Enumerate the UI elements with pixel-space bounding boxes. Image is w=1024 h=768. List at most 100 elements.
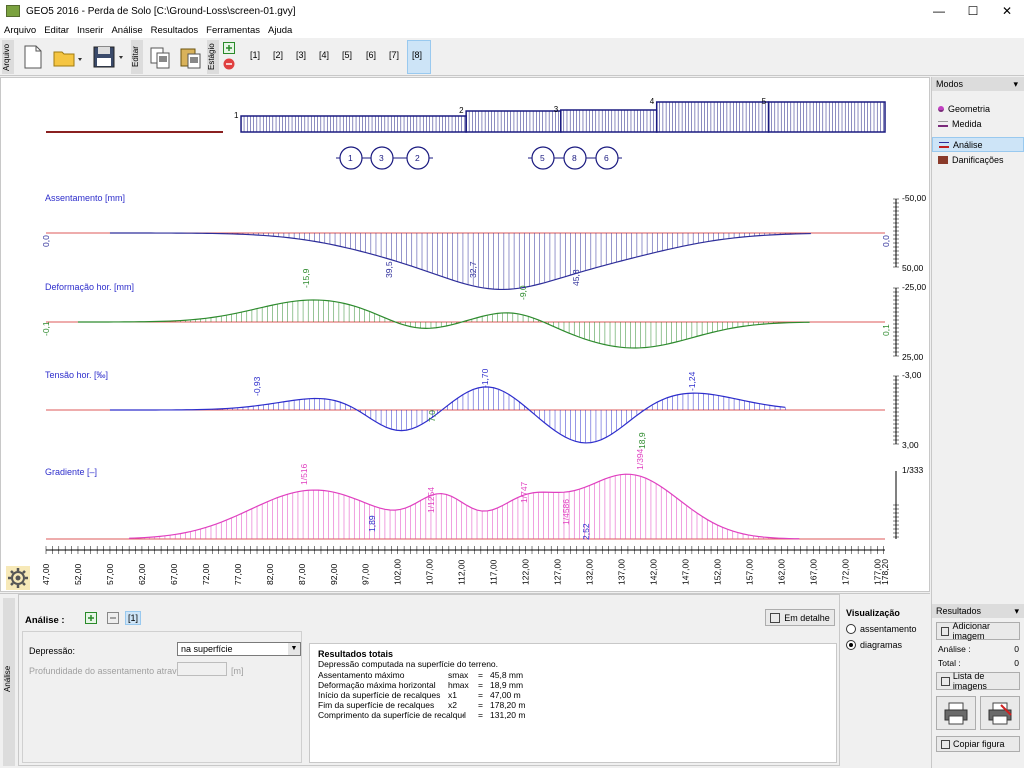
maximize-button[interactable]: ☐ (967, 4, 979, 18)
image-list-button[interactable]: Lista de imagens (936, 671, 1020, 691)
x-axis-tick-label: 167,00 (808, 559, 818, 585)
depression-select[interactable]: na superfície ▼ (177, 642, 301, 656)
menu-resultados[interactable]: Resultados (150, 24, 199, 36)
x-axis-tick-label: 52,00 (73, 563, 83, 585)
stage-2-button[interactable]: [2] (273, 50, 284, 60)
chart-curve (77, 299, 810, 349)
add-stage-icon[interactable] (223, 42, 235, 54)
totals-title: Resultados totais (318, 649, 394, 659)
stage-3-button[interactable]: [3] (296, 50, 307, 60)
detail-icon (770, 612, 781, 623)
window-title: GEO5 2016 - Perda de Solo [C:\Ground-Los… (26, 5, 296, 17)
radio-diagrams[interactable]: diagramas (846, 640, 930, 650)
x-axis-tick-label: 77,00 (233, 563, 243, 585)
save-icon[interactable] (92, 44, 126, 70)
chart-peak-label: 39,5 (384, 261, 394, 278)
stage-8-button[interactable]: [8] (412, 50, 423, 60)
stage-7-button[interactable]: [7] (389, 50, 400, 60)
remove-stage-icon[interactable] (223, 58, 235, 70)
x-axis-tick-label: 102,00 (393, 559, 403, 585)
mode-medida[interactable]: Medida (932, 116, 1024, 131)
menu-bar: Arquivo Editar Inserir Análise Resultado… (0, 22, 1024, 38)
chart-scale-top: -25,00 (902, 282, 926, 292)
stage-5-button[interactable]: [5] (342, 50, 353, 60)
mode-analise[interactable]: Análise (932, 137, 1024, 152)
mode-danificacoes[interactable]: Danificações (932, 152, 1024, 167)
right-panel: Modos ▾ Geometria Medida Análise Danifica… (931, 77, 1024, 768)
mode-geometria[interactable]: Geometria (932, 101, 1024, 116)
estagio-label: Estágio (207, 40, 219, 74)
stage-1-button[interactable]: [1] (250, 50, 261, 60)
copy-figure-icon (941, 739, 950, 749)
detail-button[interactable]: Em detalhe (765, 609, 835, 626)
chart-peak-label: 2,52 (581, 523, 591, 540)
chart-peak-label: -0,93 (252, 376, 262, 396)
radio-checked-icon[interactable] (846, 640, 856, 650)
menu-analise[interactable]: Análise (111, 24, 143, 36)
add-image-button[interactable]: Adicionar imagem (936, 621, 1020, 641)
table-row: Assentamento máximo smax = 45,8 mm (318, 670, 524, 680)
copy-figure-button[interactable]: Copiar figura (936, 736, 1020, 752)
chart-title: Gradiente [–] (45, 467, 97, 477)
x-axis-tick-label: 122,00 (521, 559, 531, 585)
chart-scale-bottom: 3,00 (902, 440, 919, 450)
damage-icon (938, 155, 948, 164)
x-axis-tick-label: 67,00 (169, 563, 179, 585)
menu-ajuda[interactable]: Ajuda (268, 24, 293, 36)
analysis-tab-1[interactable]: [1] (125, 611, 141, 625)
x-axis-tick-label: 62,00 (137, 563, 147, 585)
menu-arquivo[interactable]: Arquivo (4, 24, 37, 36)
table-row: Início da superfície de recalques x1 = 47,0… (318, 690, 521, 700)
radio-settlement[interactable]: assentamento (846, 624, 930, 634)
analysis-frame: Análise Análise : [1] Em detalhe Depress… (0, 593, 930, 768)
analise-count-label: Análise : (938, 644, 971, 654)
ground-block (240, 115, 467, 133)
settings-gear-icon[interactable] (6, 566, 30, 590)
menu-inserir[interactable]: Inserir (77, 24, 104, 36)
chart-title: Tensão hor. [‰] (45, 370, 108, 380)
ground-point-label: 2 (459, 106, 464, 115)
chart-peak-label: 45,8 (571, 269, 581, 286)
copy-data-icon[interactable] (148, 46, 174, 70)
close-button[interactable]: ✕ (1001, 4, 1013, 18)
menu-editar[interactable]: Editar (44, 24, 70, 36)
chart-curve (109, 232, 811, 291)
new-file-icon[interactable] (22, 44, 44, 70)
tunnel-label: 3 (379, 153, 384, 163)
ground-point-label: 1 (234, 111, 239, 120)
print-pdf-button[interactable] (980, 696, 1020, 730)
stage-8-active[interactable] (407, 40, 431, 74)
stage-4-button[interactable]: [4] (319, 50, 330, 60)
depth-input[interactable] (177, 662, 227, 676)
x-axis-tick-label: 147,00 (680, 559, 690, 585)
table-row: Comprimento da superfície de recalques l =… (318, 710, 526, 720)
x-axis-tick-label: 177,00 (872, 559, 882, 585)
ground-loss-diagram[interactable]: 1 2 3 4 5 1 3 2 5 8 6 Assentamento [mm] -50,00 50,00 0… (1, 78, 929, 591)
chart-peak-label: 18,9 (637, 432, 647, 449)
menu-ferramentas[interactable]: Ferramentas (206, 24, 261, 36)
chevron-down-icon[interactable]: ▼ (288, 643, 300, 655)
remove-analysis-icon[interactable] (107, 612, 119, 624)
add-analysis-icon[interactable] (85, 612, 97, 624)
print-button[interactable] (936, 696, 976, 730)
totals-subtitle: Depressão computada na superfície do ter… (318, 659, 499, 669)
ground-block (655, 101, 770, 133)
depression-label: Depressão: (29, 646, 76, 656)
drawing-canvas[interactable]: 1 2 3 4 5 1 3 2 5 8 6 Assentamento [mm] -50,00 50,00 0… (0, 77, 930, 592)
x-axis-tick-label: 57,00 (105, 563, 115, 585)
paste-data-icon[interactable] (178, 46, 204, 70)
minimize-button[interactable]: — (933, 4, 945, 18)
tunnel-label: 8 (572, 153, 577, 163)
x-axis-tick-label: 157,00 (744, 559, 754, 585)
stage-6-button[interactable]: [6] (366, 50, 377, 60)
x-axis-tick-label: 178,20 (880, 559, 890, 585)
total-count-value: 0 (1014, 658, 1019, 668)
analise-side-label: Análise (3, 598, 15, 766)
radio-icon[interactable] (846, 624, 856, 634)
table-row: Fim da superfície de recalques x2 = 178,20 … (318, 700, 526, 710)
chart-scale-top: -50,00 (902, 193, 926, 203)
open-folder-icon[interactable] (52, 46, 84, 70)
x-axis-tick-label: 97,00 (361, 563, 371, 585)
tunnel-circle (339, 146, 363, 170)
x-axis-tick-label: 107,00 (425, 559, 435, 585)
